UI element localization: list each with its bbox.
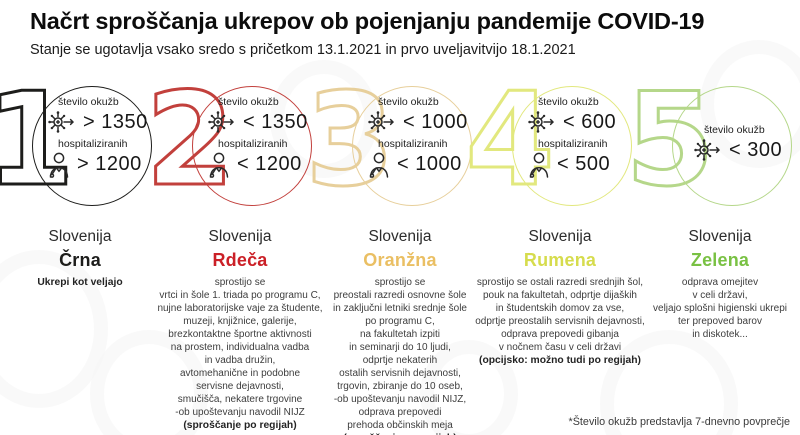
doctor-icon [49,152,69,178]
infections-value: < 600 [563,110,617,133]
phase-2-name: Rdeča [212,250,268,270]
phase-2-ring [192,86,312,206]
phases-row: 1 število okužb [0,65,800,435]
hospitalized-label: hospitaliziranih [218,138,288,150]
phase-3-description-bold: (sproščanje po regijah) [308,432,492,435]
infections-metric: < 1350 [206,109,328,135]
hospitalized-metric: < 1200 [206,151,328,178]
infections-value: < 300 [729,138,783,161]
infections-metric: > 1350 [46,109,168,135]
region-label: Slovenija [368,228,432,245]
virus-spread-icon [528,111,555,133]
phase-3-ring [352,86,472,206]
phase-4-description-bold: (opcijsko: možno tudi po regijah) [479,355,641,366]
hospitalized-value: > 1200 [77,153,142,175]
infections-label: število okužb [58,96,119,108]
phase-1-number: 1 [0,65,76,217]
phase-4-number: 4 [464,65,556,217]
phase-2-number: 2 [144,65,236,217]
phase-4-description: sprostijo se ostali razredi srednjih šol… [475,277,645,353]
phase-3-number: 3 [304,65,396,217]
phase-5-metrics: število okužb [692,124,800,166]
infections-label: število okužb [378,96,439,108]
infections-metric: < 1000 [366,109,488,135]
phase-5-description: odprava omejitev v celi državi, veljajo … [653,277,787,340]
hospitalized-label: hospitaliziranih [58,138,128,150]
region-label: Slovenija [528,228,592,245]
phase-1-metrics: število okužb [46,96,168,181]
infections-value: < 1350 [243,110,308,133]
svg-text:4: 4 [465,66,554,215]
virus-spread-icon [694,139,721,161]
phase-4-graphic: 4 število okužb [464,65,640,222]
phase-1-ring [32,86,152,206]
hospitalized-metric: < 1000 [366,151,488,178]
phase-3-column: 3 število okužb [304,65,480,435]
phase-3-graphic: 3 število okužb [304,65,480,222]
phase-5-ring [672,86,792,206]
region-label: Slovenija [48,228,112,245]
phase-3-metrics: število okužb [366,96,488,181]
phase-2-graphic: 2 število okužb [144,65,320,222]
svg-text:2: 2 [145,66,234,215]
phase-3-description: sprostijo se preostali razredi osnovne š… [333,277,467,431]
phase-2-description: sprostijo se vrtci in šole 1. triada po … [157,277,323,418]
infections-value: < 1000 [403,110,468,133]
phase-2-column: 2 število okužb [144,65,323,435]
phase-1-name: Črna [59,250,101,270]
phase-5-name: Zelena [690,250,750,270]
phase-2-description-bold: (sproščanje po regijah) [183,420,297,431]
hospitalized-metric: > 1200 [46,151,168,178]
infections-label: število okužb [538,96,599,108]
hospitalized-label: hospitaliziranih [538,138,608,150]
doctor-icon [529,152,549,178]
infections-label: število okužb [704,124,765,136]
phase-1-column: 1 število okužb [0,65,160,435]
phase-4-ring [512,86,632,206]
phase-4-metrics: število okužb [526,96,648,181]
phase-4-name: Rumena [523,250,597,270]
hospitalized-value: < 1200 [237,153,302,175]
hospitalized-label: hospitaliziranih [378,138,448,150]
virus-spread-icon [368,111,395,133]
svg-text:1: 1 [0,66,75,215]
hospitalized-value: < 1000 [397,153,462,175]
phase-2-metrics: število okužb [206,96,328,181]
doctor-icon [209,152,229,178]
region-label: Slovenija [688,228,752,245]
svg-text:5: 5 [625,66,714,215]
phase-5-column: 5 število okužb [624,65,800,435]
phase-5-number: 5 [624,65,716,217]
phase-1-description-bold: Ukrepi kot veljajo [37,277,123,288]
virus-spread-icon [208,111,235,133]
svg-text:3: 3 [305,66,394,215]
hospitalized-value: < 500 [557,153,611,175]
phase-1-graphic: 1 število okužb [0,65,160,222]
virus-spread-icon [48,111,75,133]
region-label: Slovenija [208,228,272,245]
infections-value: > 1350 [83,110,148,133]
page-title: Načrt sproščanja ukrepov ob pojenjanju p… [30,8,705,34]
header: Načrt sproščanja ukrepov ob pojenjanju p… [30,8,790,58]
page-subtitle: Stanje se ugotavlja vsako sredo s pričet… [30,42,576,58]
phase-4-column: 4 število okužb [464,65,645,435]
hospitalized-metric: < 500 [526,151,648,178]
phase-5-graphic: 5 število okužb [624,65,800,222]
footnote: *Število okužb predstavlja 7-dnevno povp… [568,416,790,428]
infections-metric: < 600 [526,109,648,135]
phase-3-name: Oranžna [363,250,437,270]
infections-label: število okužb [218,96,279,108]
doctor-icon [369,152,389,178]
infections-metric: < 300 [692,137,800,163]
